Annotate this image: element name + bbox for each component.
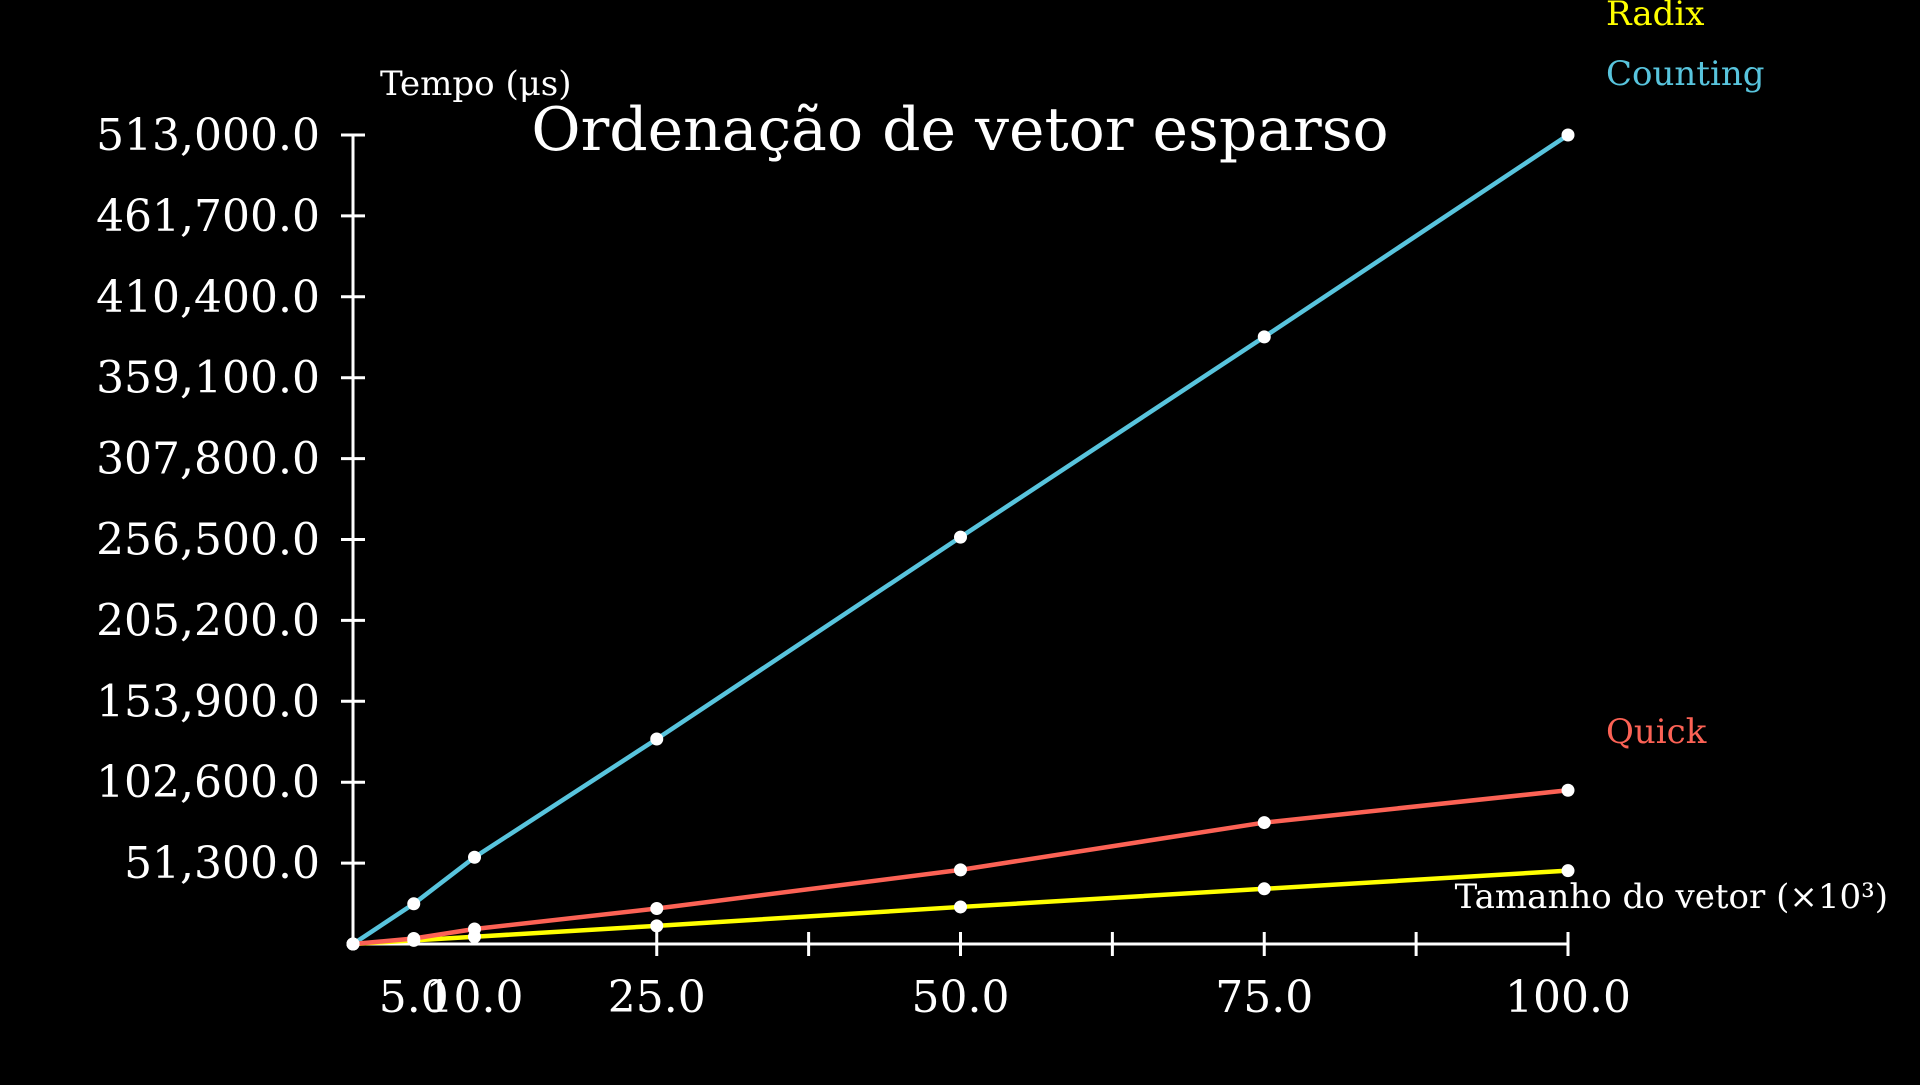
- y-axis-label: Tempo (μs): [380, 64, 572, 104]
- y-tick-label: 102,600.0: [96, 757, 320, 808]
- data-point-quick: [650, 902, 664, 916]
- data-point-quick: [1257, 816, 1271, 830]
- data-point-quick: [468, 922, 481, 936]
- x-tick-label: 10.0: [426, 972, 524, 1023]
- x-tick-label: 50.0: [912, 972, 1010, 1023]
- data-point-radix: [954, 900, 967, 914]
- data-point-counting: [407, 897, 421, 911]
- data-point-counting: [1257, 330, 1271, 344]
- x-tick-label: 25.0: [608, 972, 706, 1023]
- axes: 51,300.0 102,600.0 153,900.0 205,200.0 256,5…: [96, 110, 1631, 1023]
- y-tick-label: 205,200.0: [96, 595, 320, 646]
- y-tick-label: 359,100.0: [96, 353, 320, 404]
- x-tick-label: 100.0: [1505, 972, 1631, 1023]
- data-point-counting: [954, 530, 967, 544]
- data-points: [346, 128, 1575, 951]
- y-tick-label: 461,700.0: [96, 191, 320, 242]
- data-point-counting: [1561, 128, 1575, 142]
- data-point-radix: [1257, 882, 1271, 896]
- series-label-counting: Counting: [1606, 54, 1764, 94]
- x-tick-label: 75.0: [1215, 972, 1313, 1023]
- y-tick-label: 51,300.0: [124, 838, 320, 889]
- series-label-radix: Radix: [1606, 0, 1704, 34]
- data-point-quick: [346, 937, 360, 951]
- x-tick-label: 5.0: [379, 972, 449, 1023]
- data-point-quick: [954, 863, 967, 877]
- data-point-counting: [650, 732, 664, 746]
- y-tick-label: 307,800.0: [96, 434, 320, 485]
- series-labels: Radix Counting Quick: [1606, 0, 1764, 752]
- series-label-quick: Quick: [1606, 712, 1707, 752]
- data-point-radix: [1561, 864, 1575, 878]
- y-tick-label: 513,000.0: [96, 110, 320, 161]
- x-axis-label: Tamanho do vetor (×10³): [1455, 877, 1888, 917]
- data-point-radix: [650, 919, 664, 933]
- y-tick-label: 256,500.0: [96, 515, 320, 566]
- data-point-quick: [1561, 783, 1575, 797]
- data-point-counting: [468, 850, 481, 864]
- y-tick-label: 410,400.0: [96, 272, 320, 323]
- data-point-quick: [407, 931, 421, 945]
- chart-title: Ordenação de vetor esparso: [531, 95, 1388, 165]
- y-tick-label: 153,900.0: [96, 676, 320, 727]
